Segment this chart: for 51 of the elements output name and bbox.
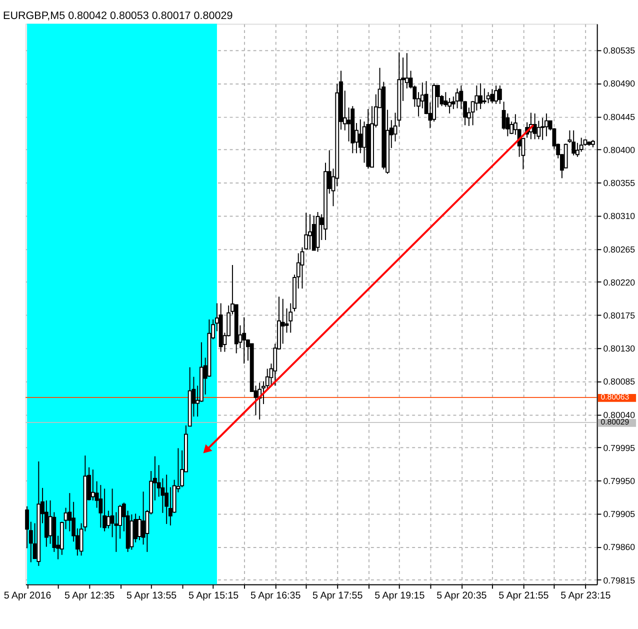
y-tick-label: 0.79995: [603, 442, 636, 453]
candlestick: [98, 484, 103, 528]
candlestick: [532, 112, 537, 140]
chart-title: EURGBP,M5 0.80042 0.80053 0.80017 0.80029: [3, 10, 233, 22]
ref-line-label: 0.80063: [600, 392, 630, 402]
candlestick: [564, 143, 568, 168]
x-tick-label: 5 Apr 15:15: [188, 590, 240, 602]
candlestick: [102, 488, 107, 532]
x-tick-label: 5 Apr 16:35: [250, 590, 302, 602]
candlestick: [544, 112, 548, 137]
candlestick: [242, 316, 246, 364]
y-tick-label: 0.80040: [603, 410, 636, 420]
x-tick-label: 5 Apr 23:15: [560, 590, 612, 602]
y-tick-label: 0.79905: [603, 509, 636, 520]
candlestick: [540, 117, 545, 140]
y-tick-label: 0.80310: [603, 211, 636, 222]
x-tick-label: 5 Apr 2016: [4, 590, 52, 602]
y-tick-label: 0.80130: [603, 344, 636, 354]
x-tick-label: 5 Apr 13:55: [126, 590, 178, 602]
candlestick: [490, 88, 494, 104]
candlestick: [346, 107, 351, 142]
y-tick-label: 0.80490: [603, 78, 636, 89]
y-tick-label: 0.80220: [603, 277, 636, 288]
y-tick-label: 0.80265: [603, 244, 636, 254]
candlestick: [308, 214, 312, 250]
y-tick-label: 0.80085: [603, 376, 636, 387]
candlestick: [358, 118, 362, 154]
y-tick-label: 0.80355: [603, 178, 636, 188]
candlestick: [474, 85, 479, 112]
x-tick-label: 5 Apr 21:55: [498, 590, 550, 602]
x-tick-label: 5 Apr 17:55: [312, 590, 364, 602]
y-tick-label: 0.79815: [603, 575, 636, 586]
y-tick-label: 0.80445: [603, 112, 636, 122]
candlestick: [455, 88, 460, 109]
y-tick-label: 0.79860: [603, 542, 636, 552]
ref-line-label: 0.80029: [600, 417, 630, 426]
candlestick: [164, 474, 169, 524]
y-tick-label: 0.80400: [603, 144, 636, 155]
x-tick-label: 5 Apr 12:35: [64, 590, 116, 602]
candlestick: [494, 85, 498, 104]
candlestick: [284, 308, 289, 334]
candlestick: [362, 121, 366, 164]
candlestick: [498, 85, 502, 104]
y-tick-label: 0.80535: [603, 46, 636, 56]
x-tick-label: 5 Apr 20:35: [436, 590, 488, 602]
candlestick: [478, 82, 483, 110]
x-tick-label: 5 Apr 19:15: [374, 590, 426, 602]
y-tick-label: 0.80175: [603, 310, 636, 320]
candlestick: [482, 88, 486, 104]
y-tick-label: 0.79950: [603, 476, 636, 486]
candlestick: [572, 130, 576, 156]
